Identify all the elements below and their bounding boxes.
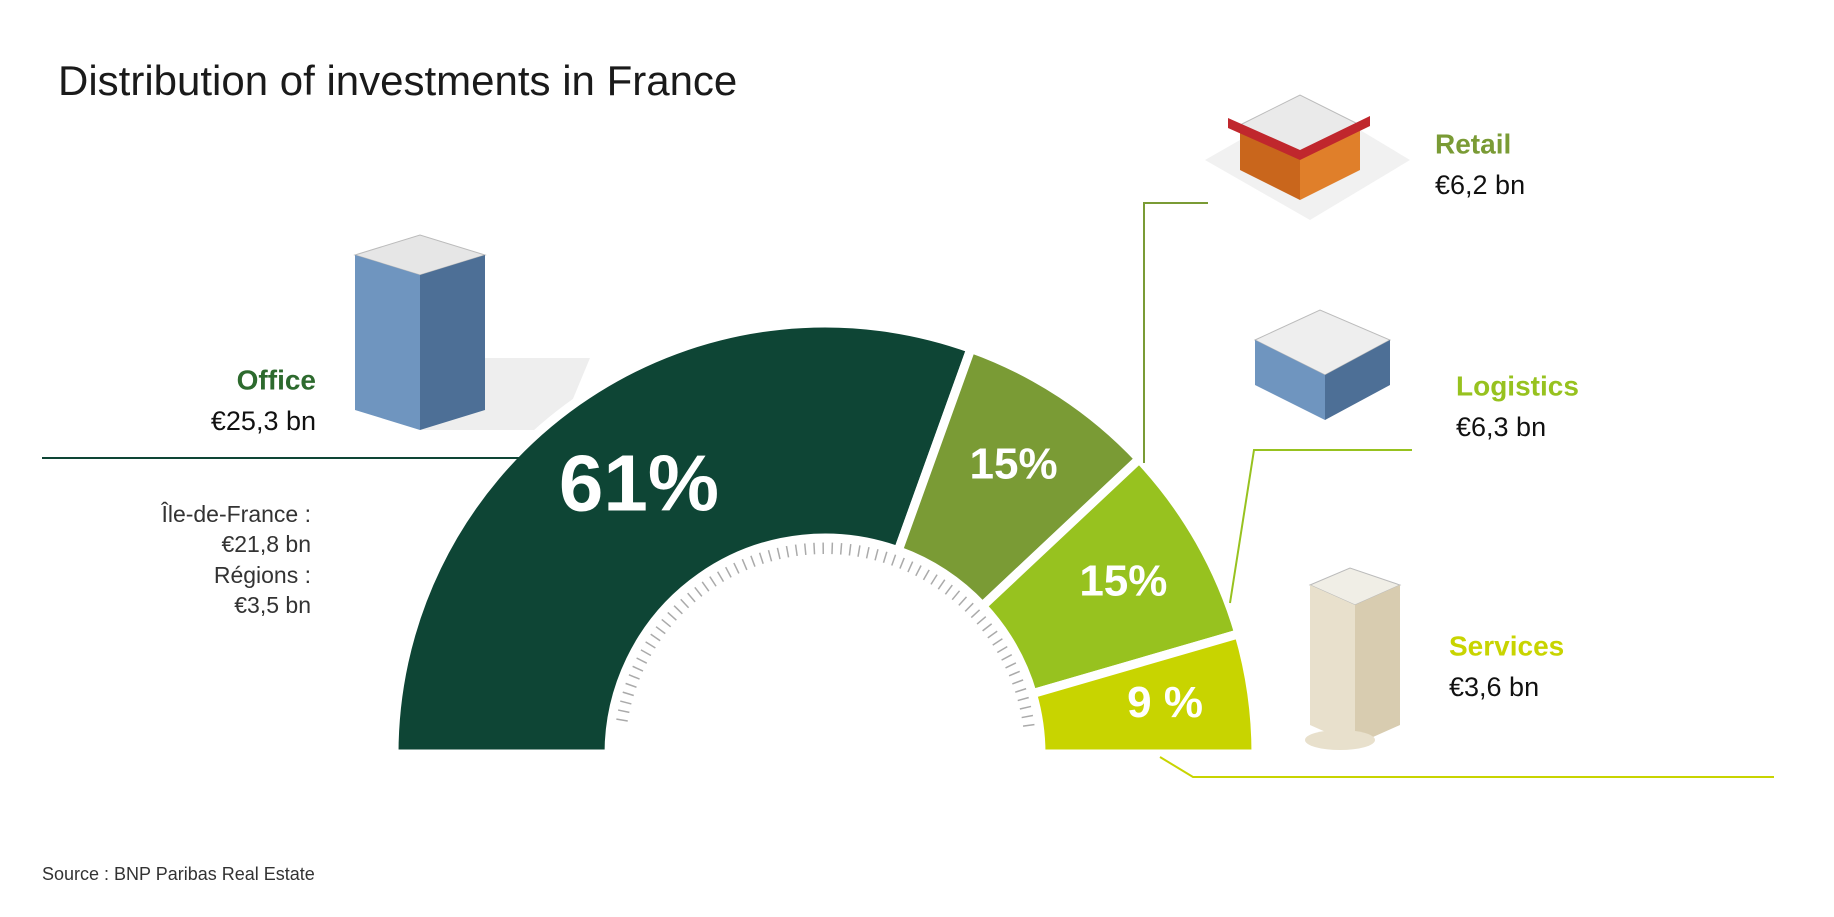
- gauge-tick: [758, 552, 764, 565]
- gauge-tick: [848, 543, 852, 556]
- gauge-tick: [915, 564, 922, 577]
- gauge-tick: [666, 611, 677, 621]
- breakdown-name: Île-de-France :: [160, 501, 311, 527]
- gauge-tick: [891, 553, 897, 566]
- gauge-tick: [839, 542, 843, 555]
- category-label: Office: [237, 364, 316, 395]
- gauge-tick: [767, 549, 773, 562]
- gauge-tick: [724, 566, 732, 578]
- segment-label: 15%: [970, 440, 1058, 489]
- gauge-tick: [1001, 653, 1013, 661]
- gauge-tick: [813, 542, 816, 555]
- gauge-tick: [937, 578, 946, 590]
- gauge-tick: [970, 608, 981, 619]
- gauge-tick: [701, 580, 710, 592]
- gauge-tick: [628, 673, 640, 680]
- gauge-tick: [865, 546, 870, 559]
- gauge-tick: [660, 618, 672, 628]
- amount-label: €3,6 bn: [1449, 672, 1539, 702]
- gauge-tick: [922, 569, 931, 581]
- gauge-tick: [964, 602, 975, 612]
- gauge-tick: [857, 544, 861, 557]
- gauge-tick: [776, 547, 781, 560]
- retail-icon: [1205, 94, 1410, 220]
- source: Source : BNP Paribas Real Estate: [42, 864, 315, 884]
- breakdown-value: €3,5 bn: [234, 592, 311, 618]
- amount-label: €25,3 bn: [211, 406, 316, 436]
- gauge-tick: [899, 557, 906, 569]
- gauge-tick: [622, 691, 634, 697]
- category-label: Services: [1449, 630, 1564, 661]
- gauge-tick: [987, 630, 999, 639]
- gauge-tick: [655, 625, 666, 635]
- gauge-tick: [640, 648, 652, 657]
- gauge-tick: [750, 555, 756, 567]
- gauge-tick: [992, 637, 1004, 646]
- gauge-tick: [794, 543, 798, 557]
- segment: [389, 318, 977, 759]
- leader-line: [1229, 449, 1412, 604]
- gauge-tick: [716, 570, 725, 583]
- services-icon: [1305, 567, 1402, 750]
- gauge-tick: [741, 558, 748, 571]
- leader-line: [1159, 756, 1774, 778]
- gauge-tick: [1012, 679, 1024, 685]
- gauge-tick: [951, 589, 961, 601]
- gauge-tick: [615, 718, 628, 722]
- gauge-tick: [930, 573, 938, 585]
- breakdown-value: €21,8 bn: [221, 531, 311, 557]
- gauge-tick: [617, 709, 630, 714]
- gauge-tick: [882, 551, 888, 563]
- segment-label: 9 %: [1127, 678, 1203, 727]
- segment: [1026, 628, 1261, 759]
- gauge-tick: [1017, 696, 1030, 702]
- segment-label: 15%: [1079, 556, 1167, 605]
- gauge-tick: [1021, 714, 1034, 719]
- gauge-tick: [619, 700, 632, 705]
- segment-label: 61%: [559, 438, 719, 527]
- gauge-tick: [874, 548, 879, 561]
- office-icon: [353, 234, 590, 430]
- gauge-tick: [679, 598, 690, 609]
- gauge-tick: [944, 584, 954, 595]
- category-label: Logistics: [1456, 370, 1579, 401]
- amount-label: €6,2 bn: [1435, 170, 1525, 200]
- amount-label: €6,3 bn: [1456, 412, 1546, 442]
- gauge-tick: [686, 592, 696, 603]
- gauge-tick: [693, 586, 703, 597]
- gauge-tick: [733, 562, 740, 574]
- gauge-tick: [644, 641, 656, 649]
- gauge-tick: [1008, 670, 1021, 677]
- gauge-tick: [958, 595, 968, 606]
- leader-line: [1143, 202, 1208, 463]
- logistics-icon: [1253, 309, 1392, 420]
- gauge-tick: [907, 560, 914, 573]
- gauge-tick: [649, 633, 661, 642]
- gauge-tick: [635, 657, 648, 664]
- gauge-tick: [1014, 687, 1027, 693]
- gauge-tick: [982, 622, 993, 632]
- gauge-tick: [673, 604, 683, 615]
- gauge-tick: [1022, 723, 1036, 727]
- gauge-tick: [803, 542, 807, 555]
- gauge-tick: [708, 575, 717, 587]
- gauge-tick: [631, 665, 644, 672]
- gauge-tick: [976, 615, 987, 625]
- gauge-tick: [996, 645, 1009, 654]
- gauge-tick: [624, 682, 637, 688]
- gauge-tick: [785, 545, 790, 558]
- gauge-tick: [1005, 662, 1017, 669]
- breakdown-name: Régions :: [214, 562, 311, 588]
- gauge-tick: [1019, 705, 1032, 710]
- chart-title: Distribution of investments in France: [58, 57, 737, 104]
- category-label: Retail: [1435, 128, 1511, 159]
